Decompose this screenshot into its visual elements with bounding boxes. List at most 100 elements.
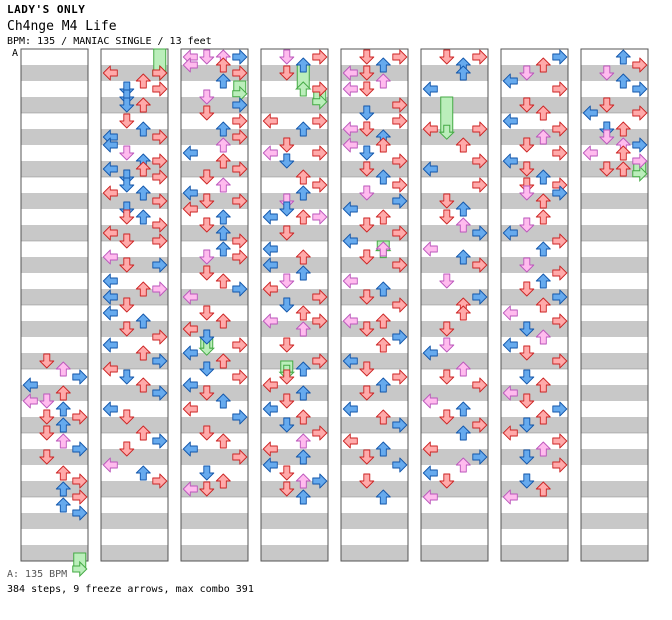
left-arrow-icon — [182, 57, 198, 73]
beat-stripe — [501, 481, 568, 497]
beat-stripe — [581, 129, 648, 145]
beat-stripe — [341, 273, 408, 289]
chart-column — [580, 48, 649, 562]
down-arrow-icon — [119, 145, 135, 161]
beat-stripe — [21, 353, 88, 369]
left-arrow-icon — [262, 257, 278, 273]
beat-stripe — [341, 177, 408, 193]
up-arrow-icon — [295, 433, 311, 449]
up-arrow-icon — [615, 73, 631, 89]
right-arrow-icon — [392, 193, 408, 209]
beat-stripe — [101, 401, 168, 417]
beat-stripe — [101, 257, 168, 273]
beat-stripe — [21, 545, 88, 561]
up-arrow-icon — [55, 497, 71, 513]
right-arrow-icon — [472, 177, 488, 193]
up-arrow-icon — [215, 241, 231, 257]
up-arrow-icon — [295, 385, 311, 401]
beat-stripe — [101, 529, 168, 545]
right-arrow-icon — [472, 257, 488, 273]
down-arrow-icon — [279, 65, 295, 81]
column-frame — [500, 48, 569, 562]
beat-stripe — [581, 417, 648, 433]
down-arrow-icon — [199, 361, 215, 377]
beat-stripe — [181, 449, 248, 465]
up-arrow-icon — [215, 73, 231, 89]
right-arrow-icon — [632, 105, 648, 121]
beat-stripe — [181, 481, 248, 497]
beat-stripe — [101, 481, 168, 497]
beat-stripe — [341, 145, 408, 161]
down-arrow-icon — [119, 97, 135, 113]
beat-stripe — [261, 241, 328, 257]
down-arrow-icon — [519, 417, 535, 433]
up-arrow-icon — [535, 129, 551, 145]
beat-stripe — [501, 209, 568, 225]
beat-stripe — [501, 289, 568, 305]
down-arrow-icon — [519, 137, 535, 153]
left-arrow-icon — [582, 105, 598, 121]
beat-stripe — [21, 305, 88, 321]
beat-stripe — [341, 369, 408, 385]
right-arrow-icon — [152, 473, 168, 489]
left-arrow-icon — [262, 401, 278, 417]
left-arrow-icon — [102, 185, 118, 201]
left-arrow-icon — [182, 401, 198, 417]
up-arrow-icon — [135, 465, 151, 481]
right-arrow-icon — [152, 353, 168, 369]
up-arrow-icon — [375, 169, 391, 185]
beat-stripe — [501, 177, 568, 193]
beat-stripe — [501, 65, 568, 81]
down-arrow-icon — [519, 217, 535, 233]
down-arrow-icon — [199, 217, 215, 233]
right-arrow-icon — [472, 121, 488, 137]
right-arrow-icon — [152, 233, 168, 249]
beat-stripe — [261, 433, 328, 449]
beat-stripe — [181, 161, 248, 177]
down-arrow-icon — [439, 473, 455, 489]
beat-stripe — [501, 49, 568, 65]
beat-stripe — [501, 433, 568, 449]
beat-stripe — [581, 273, 648, 289]
down-arrow-icon — [199, 49, 215, 65]
left-arrow-icon — [262, 281, 278, 297]
beat-stripe — [581, 481, 648, 497]
beat-stripe — [501, 529, 568, 545]
beat-stripe — [421, 81, 488, 97]
right-arrow-icon — [472, 289, 488, 305]
beat-stripe — [181, 385, 248, 401]
up-arrow-icon — [135, 281, 151, 297]
up-arrow-icon — [295, 57, 311, 73]
right-arrow-icon — [72, 473, 88, 489]
beat-stripe — [101, 433, 168, 449]
beat-stripe — [101, 545, 168, 561]
left-arrow-icon — [262, 313, 278, 329]
left-arrow-icon — [182, 345, 198, 361]
beat-stripe — [261, 449, 328, 465]
left-arrow-icon — [502, 305, 518, 321]
up-arrow-icon — [535, 441, 551, 457]
left-arrow-icon — [102, 65, 118, 81]
beat-stripe — [501, 225, 568, 241]
up-arrow-icon — [215, 433, 231, 449]
beat-stripe — [501, 193, 568, 209]
beat-stripe — [341, 113, 408, 129]
down-arrow-icon — [39, 425, 55, 441]
up-arrow-icon — [455, 401, 471, 417]
left-arrow-icon — [102, 273, 118, 289]
beat-stripe — [421, 273, 488, 289]
down-arrow-icon — [199, 425, 215, 441]
beat-stripe — [421, 113, 488, 129]
right-arrow-icon — [232, 249, 248, 265]
down-arrow-icon — [199, 329, 215, 345]
right-arrow-icon — [152, 281, 168, 297]
beat-stripe — [21, 129, 88, 145]
up-arrow-icon — [295, 185, 311, 201]
right-arrow-icon — [552, 233, 568, 249]
beat-stripe — [101, 513, 168, 529]
down-arrow-icon — [359, 49, 375, 65]
beat-stripe — [341, 385, 408, 401]
beat-stripe — [501, 497, 568, 513]
left-arrow-icon — [182, 201, 198, 217]
beat-stripe — [21, 241, 88, 257]
